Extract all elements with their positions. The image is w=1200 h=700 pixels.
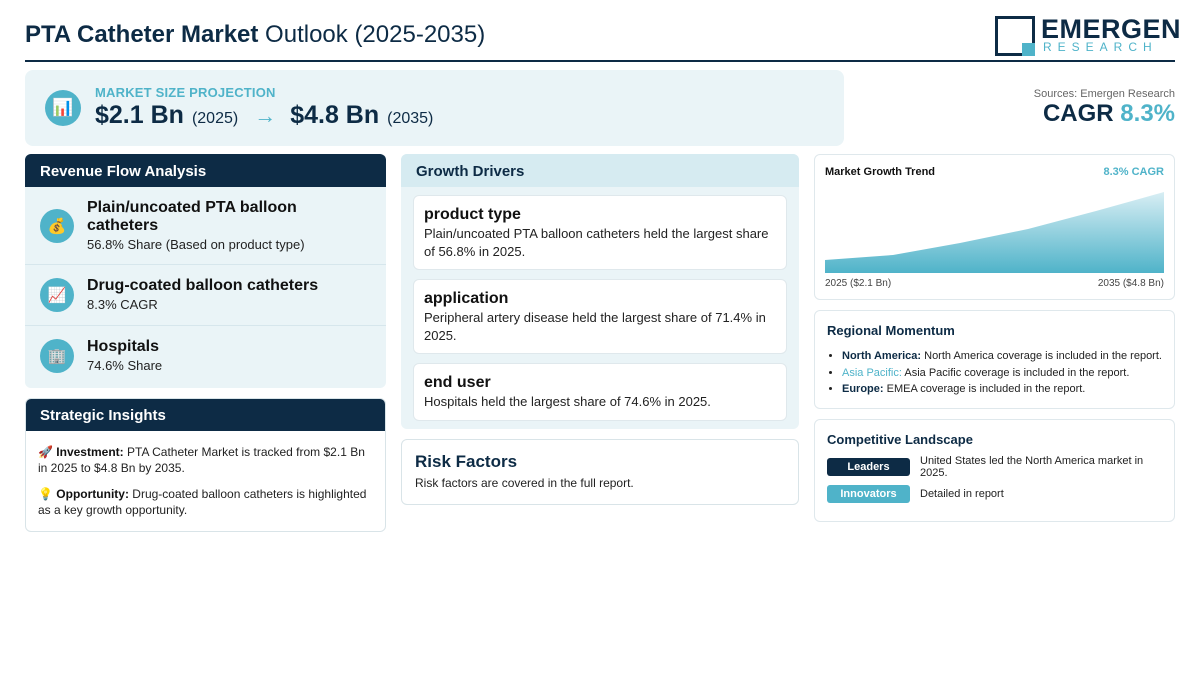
leaders-badge: Leaders bbox=[827, 458, 910, 476]
driver-title: end user bbox=[424, 374, 491, 391]
region-name: North America: bbox=[842, 350, 922, 362]
trend-area bbox=[825, 192, 1164, 273]
insight-label: Opportunity: bbox=[56, 487, 129, 501]
driver-title: application bbox=[424, 290, 509, 307]
revenue-flow-title: Revenue Flow Analysis bbox=[25, 154, 386, 187]
driver-text: Plain/uncoated PTA balloon catheters hel… bbox=[424, 226, 769, 259]
risk-factors-text: Risk factors are covered in the full rep… bbox=[415, 476, 634, 490]
competitive-landscape-card: Competitive Landscape Leaders United Sta… bbox=[814, 419, 1175, 522]
region-item-asia-pacific: Asia Pacific: Asia Pacific coverage is i… bbox=[842, 365, 1167, 382]
revenue-item-sub: 74.6% Share bbox=[87, 358, 163, 373]
regional-momentum-title: Regional Momentum bbox=[827, 323, 955, 338]
trend-cagr: 8.3% CAGR bbox=[1103, 166, 1164, 178]
competitive-landscape-title: Competitive Landscape bbox=[827, 432, 973, 447]
chart-up-icon: 📈 bbox=[40, 278, 74, 312]
logo-subtext: RESEARCH bbox=[1043, 40, 1158, 54]
projection-label: MARKET SIZE PROJECTION bbox=[95, 85, 276, 100]
arrow-right-icon: → bbox=[254, 103, 277, 128]
trend-area-chart bbox=[825, 192, 1164, 273]
region-item-europe: Europe: EMEA coverage is included in the… bbox=[842, 381, 1167, 398]
hospital-icon: 🏢 bbox=[40, 339, 74, 373]
driver-title: product type bbox=[424, 206, 521, 223]
regional-momentum-card: Regional Momentum North America: North A… bbox=[814, 310, 1175, 409]
page-title: PTA Catheter Market Outlook (2025-2035) bbox=[25, 21, 485, 49]
page-header: PTA Catheter Market Outlook (2025-2035) … bbox=[25, 12, 1181, 62]
logo-wordmark: EMERGEN bbox=[1041, 14, 1182, 44]
page-title-rest: Outlook (2025-2035) bbox=[258, 21, 486, 48]
end-value: $4.8 Bn bbox=[290, 101, 380, 129]
revenue-item: 💰 Plain/uncoated PTA balloon catheters 5… bbox=[25, 187, 386, 265]
insight-text: PTA Catheter Market is tracked from $2.1… bbox=[38, 445, 365, 475]
rocket-icon: 🚀 bbox=[38, 445, 53, 459]
revenue-item-sub: 8.3% CAGR bbox=[87, 297, 158, 312]
leaders-text: United States led the North America mark… bbox=[920, 455, 1144, 479]
region-text: EMEA coverage is included in the report. bbox=[883, 383, 1086, 395]
trend-start-label: 2025 ($2.1 Bn) bbox=[825, 278, 892, 289]
driver-text: Peripheral artery disease held the large… bbox=[424, 310, 766, 343]
money-bag-icon: 💰 bbox=[40, 209, 74, 243]
cagr-label: CAGR bbox=[1042, 100, 1114, 127]
insight-label: Investment: bbox=[56, 445, 124, 459]
page-title-bold: PTA Catheter Market bbox=[25, 21, 259, 48]
revenue-item-title: Drug-coated balloon catheters bbox=[87, 277, 319, 294]
end-year: (2035) bbox=[387, 110, 434, 127]
sources-note: Sources: Emergen Research bbox=[1033, 88, 1175, 100]
strategic-insights-title: Strategic Insights bbox=[26, 399, 385, 431]
revenue-item-sub: 56.8% Share (Based on product type) bbox=[87, 237, 305, 252]
revenue-flow-panel: Revenue Flow Analysis 💰 Plain/uncoated P… bbox=[25, 154, 386, 388]
region-name: Europe: bbox=[842, 383, 884, 395]
region-text: Asia Pacific coverage is included in the… bbox=[901, 366, 1130, 379]
projection-values: $2.1 Bn (2025) → $4.8 Bn (2035) bbox=[95, 101, 433, 130]
revenue-item-title: Plain/uncoated PTA balloon catheters bbox=[87, 199, 297, 234]
trend-end-label: 2035 ($4.8 Bn) bbox=[1097, 278, 1164, 289]
revenue-item: 🏢 Hospitals 74.6% Share bbox=[25, 326, 386, 387]
lightbulb-icon: 💡 bbox=[38, 487, 53, 501]
market-size-projection: 📊 MARKET SIZE PROJECTION $2.1 Bn (2025) … bbox=[25, 70, 844, 146]
cagr-headline: CAGR 8.3% bbox=[1043, 100, 1175, 128]
market-growth-trend-card: Market Growth Trend 8.3% CAGR 2025 ($2.1… bbox=[814, 154, 1175, 300]
driver-card: application Peripheral artery disease he… bbox=[413, 279, 787, 354]
emergen-logo[interactable]: EMERGEN RESEARCH bbox=[995, 14, 1181, 56]
innovators-badge: Innovators bbox=[827, 485, 910, 503]
driver-card: end user Hospitals held the largest shar… bbox=[413, 363, 787, 421]
innovators-text: Detailed in report bbox=[920, 488, 1004, 500]
driver-text: Hospitals held the largest share of 74.6… bbox=[424, 394, 711, 409]
start-value: $2.1 Bn bbox=[95, 101, 184, 129]
driver-card: product type Plain/uncoated PTA balloon … bbox=[413, 195, 787, 270]
strategic-insights-panel: Strategic Insights 🚀 Investment: PTA Cat… bbox=[25, 398, 386, 532]
region-item-north-america: North America: North America coverage is… bbox=[842, 348, 1167, 365]
region-name: Asia Pacific: bbox=[842, 366, 902, 379]
insight-text: Drug-coated balloon catheters is highlig… bbox=[38, 487, 367, 517]
trend-title: Market Growth Trend bbox=[825, 166, 936, 178]
region-text: North America coverage is included in th… bbox=[921, 350, 1162, 362]
start-year: (2025) bbox=[191, 110, 239, 127]
insight-investment: 🚀 Investment: PTA Catheter Market is tra… bbox=[38, 444, 373, 476]
growth-drivers-title: Growth Drivers bbox=[401, 154, 799, 187]
risk-factors-panel: Risk Factors Risk factors are covered in… bbox=[401, 439, 799, 505]
logo-mark-icon bbox=[995, 16, 1035, 56]
bar-chart-icon: 📊 bbox=[45, 90, 81, 126]
revenue-item: 📈 Drug-coated balloon catheters 8.3% CAG… bbox=[25, 265, 386, 326]
growth-drivers-panel: Growth Drivers product type Plain/uncoat… bbox=[401, 154, 799, 429]
insight-opportunity: 💡 Opportunity: Drug-coated balloon cathe… bbox=[38, 486, 373, 518]
cagr-value: 8.3% bbox=[1120, 100, 1175, 127]
revenue-item-title: Hospitals bbox=[87, 338, 160, 355]
region-list: North America: North America coverage is… bbox=[842, 348, 1167, 398]
risk-factors-title: Risk Factors bbox=[415, 452, 518, 471]
